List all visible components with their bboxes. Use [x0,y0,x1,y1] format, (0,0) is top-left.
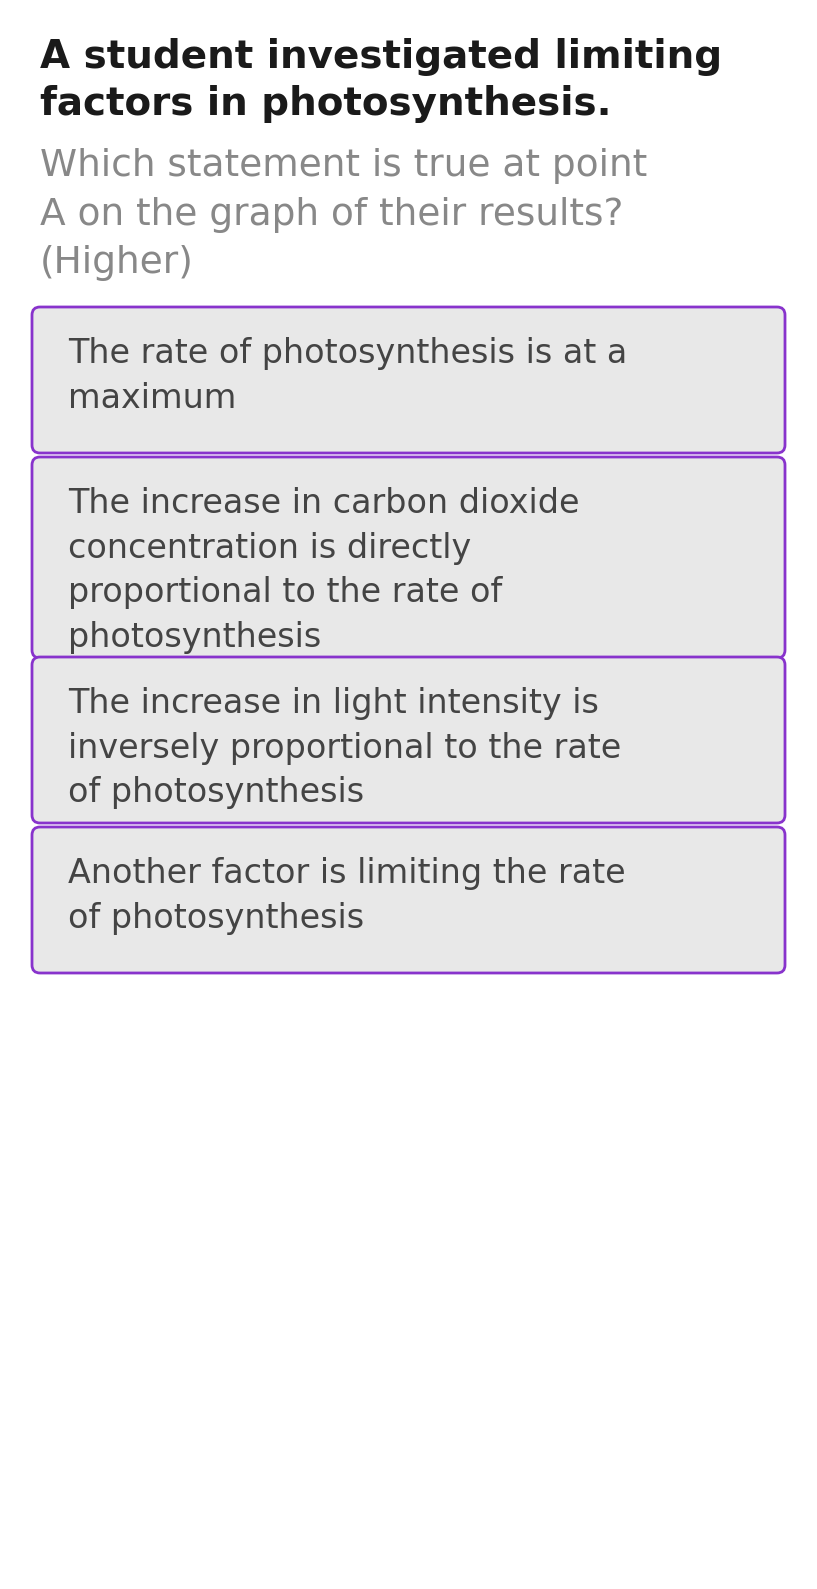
Text: Another factor is limiting the rate
of photosynthesis: Another factor is limiting the rate of p… [68,856,626,934]
Text: Which statement is true at point
A on the graph of their results?
(Higher): Which statement is true at point A on th… [40,148,647,281]
Text: The increase in carbon dioxide
concentration is directly
proportional to the rat: The increase in carbon dioxide concentra… [68,486,579,655]
FancyBboxPatch shape [32,826,785,972]
Text: The increase in light intensity is
inversely proportional to the rate
of photosy: The increase in light intensity is inver… [68,686,621,809]
Text: A student investigated limiting
factors in photosynthesis.: A student investigated limiting factors … [40,38,722,122]
FancyBboxPatch shape [32,656,785,823]
FancyBboxPatch shape [32,458,785,658]
FancyBboxPatch shape [32,307,785,453]
Text: The rate of photosynthesis is at a
maximum: The rate of photosynthesis is at a maxim… [68,337,627,415]
